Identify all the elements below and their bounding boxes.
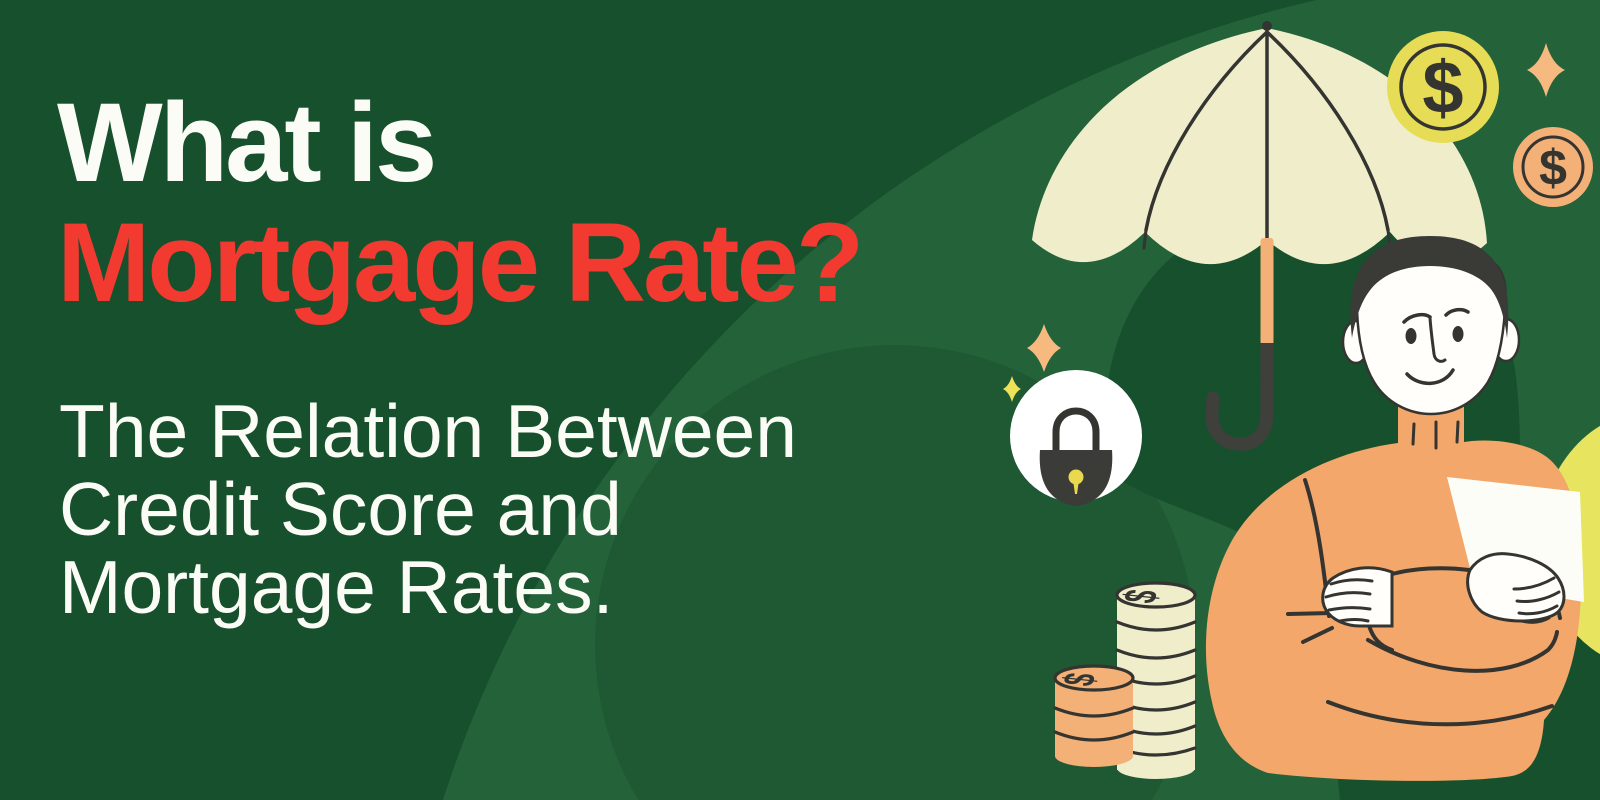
subtitle-line-2: Credit Score and <box>59 467 622 551</box>
dollar-sign: $ <box>1539 140 1567 196</box>
dollar-sign: $ <box>1422 46 1463 129</box>
title-line-2: Mortgage Rate? <box>57 200 864 325</box>
man-with-document-illustration <box>1205 236 1584 781</box>
padlock-icon <box>1010 370 1142 506</box>
umbrella-icon <box>1032 21 1487 451</box>
sparkle-icon <box>1003 376 1021 402</box>
title-line-1: What is <box>57 80 437 205</box>
smile <box>1405 368 1455 385</box>
subtitle-line-1: The Relation Between <box>59 389 797 473</box>
eye <box>1452 326 1464 342</box>
page-title: What is Mortgage Rate? <box>57 80 864 325</box>
page-subtitle: The Relation Between Credit Score and Mo… <box>59 392 797 626</box>
hair <box>1350 236 1509 338</box>
sparkle-icon <box>1527 43 1565 97</box>
dollar-sign: $ <box>1113 587 1169 605</box>
eye <box>1405 328 1417 344</box>
gloved-hand <box>1321 566 1394 628</box>
umbrella-handle <box>1205 378 1274 451</box>
dollar-coin-icon: $ <box>1513 127 1593 207</box>
coin-stack-icon: $ $ <box>1053 581 1197 779</box>
subtitle-line-3: Mortgage Rates. <box>59 545 614 629</box>
dollar-sign: $ <box>1054 671 1106 688</box>
nose <box>1428 316 1447 363</box>
gloved-hand <box>1466 552 1566 624</box>
sparkle-icon <box>1027 324 1061 372</box>
dollar-coin-icon: $ <box>1387 31 1499 143</box>
